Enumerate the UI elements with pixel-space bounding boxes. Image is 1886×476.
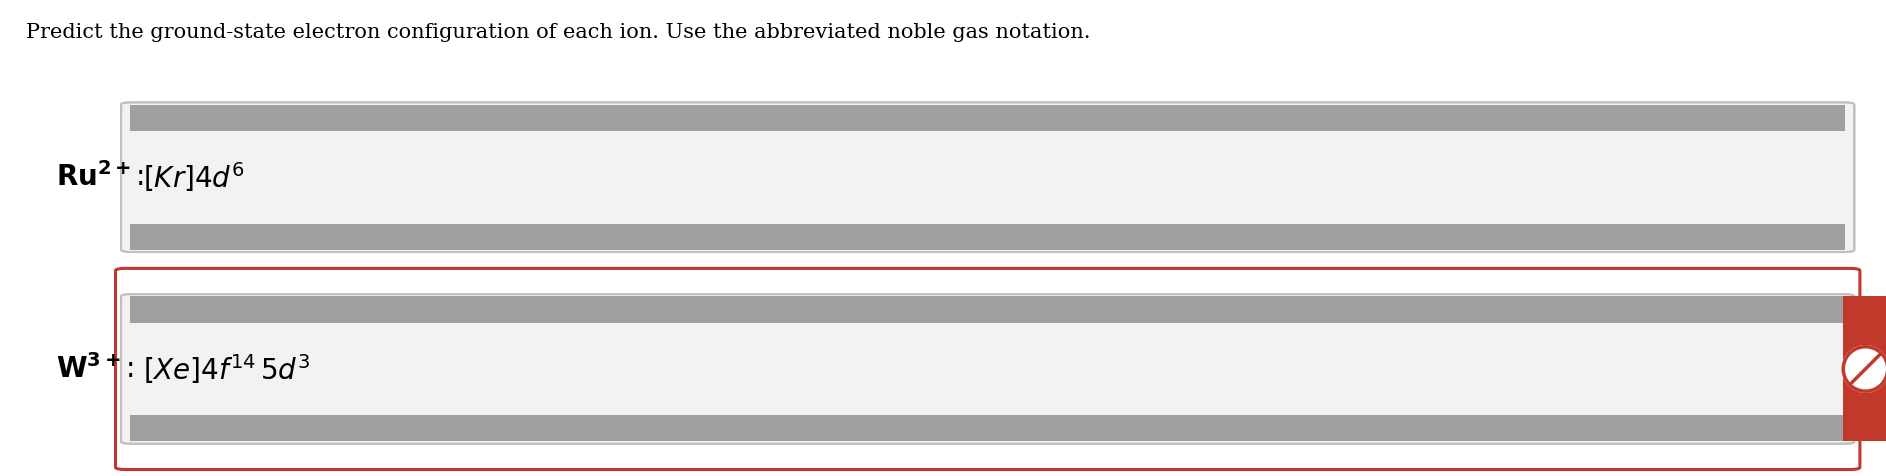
Text: $\mathbf{Ru^{2+}}$:: $\mathbf{Ru^{2+}}$:	[57, 162, 143, 192]
Text: $[Xe]4f^{14}\, 5d^{3}$: $[Xe]4f^{14}\, 5d^{3}$	[143, 352, 311, 386]
FancyBboxPatch shape	[130, 297, 1845, 323]
FancyBboxPatch shape	[121, 102, 1854, 252]
FancyBboxPatch shape	[130, 105, 1845, 131]
Text: $\mathbf{W^{3+}}$:: $\mathbf{W^{3+}}$:	[57, 354, 134, 384]
FancyBboxPatch shape	[121, 294, 1854, 444]
Ellipse shape	[1843, 347, 1886, 391]
Text: Predict the ground-state electron configuration of each ion. Use the abbreviated: Predict the ground-state electron config…	[26, 23, 1090, 42]
FancyBboxPatch shape	[1843, 297, 1886, 441]
FancyBboxPatch shape	[130, 224, 1845, 250]
Text: $[Kr]4d^{6}$: $[Kr]4d^{6}$	[143, 160, 245, 194]
FancyBboxPatch shape	[130, 415, 1845, 441]
